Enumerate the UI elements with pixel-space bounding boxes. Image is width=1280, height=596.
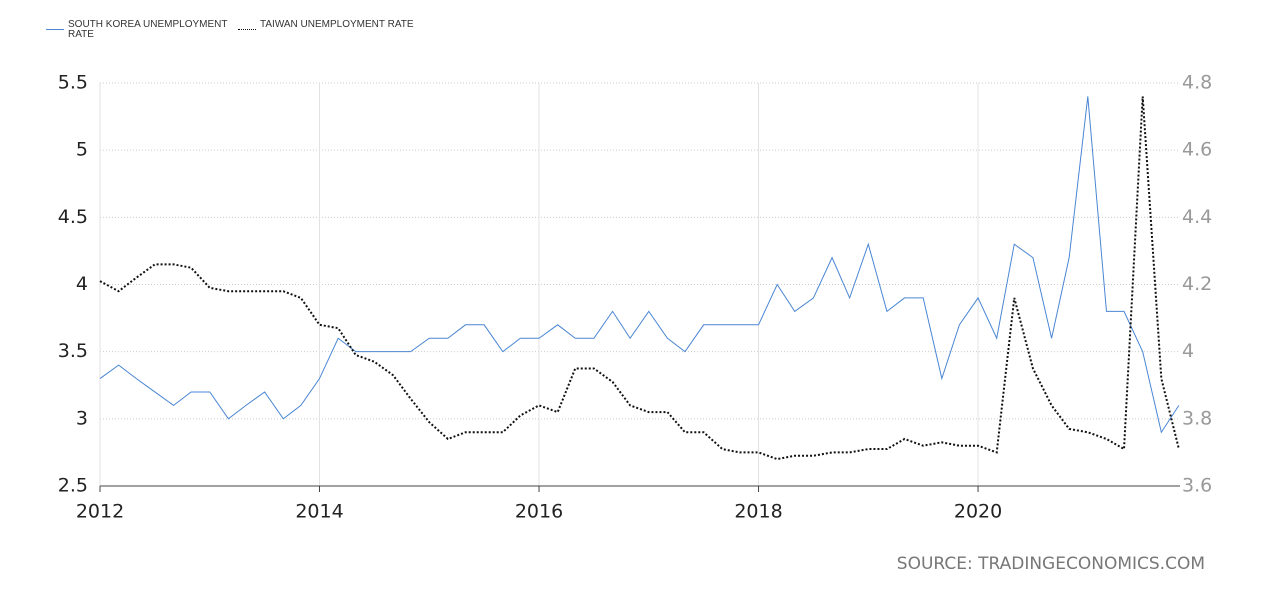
y2-tick-label: 4.2	[1182, 273, 1212, 295]
legend-label: SOUTH KOREA UNEMPLOYMENT RATE	[68, 19, 228, 40]
y2-tick-label: 4.6	[1182, 139, 1212, 161]
source-note: SOURCE: TRADINGECONOMICS.COM	[897, 554, 1205, 574]
y-tick-label: 2.5	[58, 475, 88, 497]
y2-tick-label: 4	[1182, 340, 1194, 362]
y-tick-label: 3	[76, 407, 88, 429]
x-tick-label: 2018	[734, 501, 782, 523]
x-tick-label: 2014	[295, 501, 343, 523]
legend-swatch	[238, 29, 256, 30]
series-line	[99, 96, 1180, 434]
y-tick-label: 4.5	[58, 206, 88, 228]
legend-swatch	[46, 29, 64, 30]
y-tick-label: 4	[76, 273, 88, 295]
legend-item: SOUTH KOREA UNEMPLOYMENT RATE	[46, 20, 228, 40]
legend: SOUTH KOREA UNEMPLOYMENT RATE TAIWAN UNEM…	[46, 20, 414, 40]
legend-item: TAIWAN UNEMPLOYMENT RATE	[238, 20, 414, 40]
x-tick-label: 2016	[515, 501, 563, 523]
x-tick-label: 2020	[954, 501, 1002, 523]
y2-tick-label: 3.6	[1182, 475, 1212, 497]
y2-tick-label: 4.4	[1182, 206, 1212, 228]
x-tick-label: 2012	[76, 501, 124, 523]
y2-tick-label: 3.8	[1182, 407, 1212, 429]
y2-tick-label: 4.8	[1182, 72, 1212, 94]
series-line	[99, 96, 1180, 461]
legend-label: TAIWAN UNEMPLOYMENT RATE	[260, 19, 414, 30]
y-tick-label: 5.5	[58, 72, 88, 94]
y-tick-label: 5	[76, 139, 88, 161]
y-tick-label: 3.5	[58, 340, 88, 362]
